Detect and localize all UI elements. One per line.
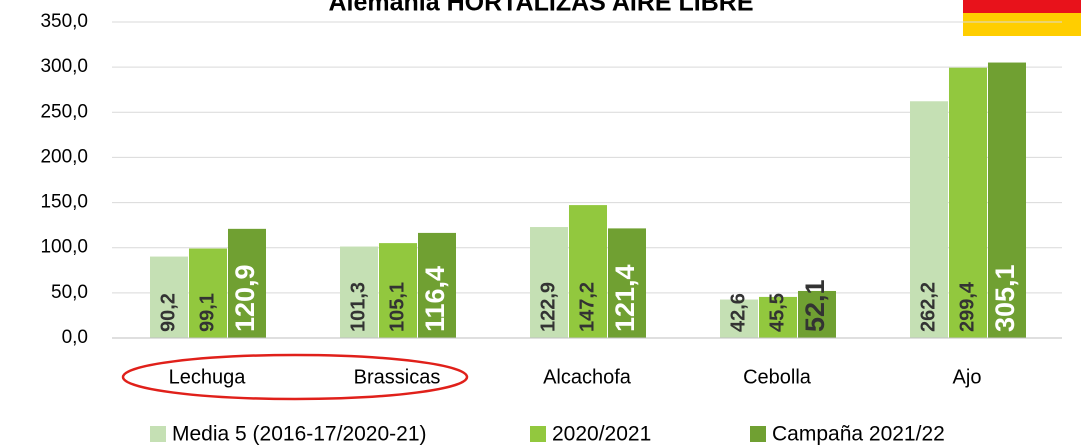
bar (798, 290, 836, 338)
value-label: 299,4 (956, 281, 978, 332)
value-label: 262,2 (917, 282, 939, 332)
y-tick-label: 50,0 (51, 282, 88, 303)
x-tick-label: Cebolla (743, 366, 812, 388)
bar (988, 62, 1026, 339)
chart-title: Alemania HORTALIZAS AIRE LIBRE (328, 0, 753, 17)
bar (379, 243, 417, 338)
value-label: 45,5 (766, 293, 788, 332)
value-label: 99,1 (196, 293, 218, 332)
y-tick-label: 0,0 (62, 327, 88, 348)
value-label: 52,1 (800, 279, 830, 332)
legend-swatch (150, 426, 166, 442)
legend-swatch (750, 426, 766, 442)
value-label: 122,9 (537, 282, 559, 332)
x-tick-label: Ajo (953, 366, 982, 388)
flag-gold (963, 13, 1081, 36)
bar (150, 256, 188, 338)
y-tick-label: 200,0 (40, 146, 88, 167)
value-label: 105,1 (386, 282, 408, 332)
value-label: 121,4 (610, 264, 640, 332)
bar (608, 228, 646, 338)
legend-label: Media 5 (2016-17/2020-21) (172, 423, 427, 445)
bar (759, 296, 797, 338)
flag-red (963, 0, 1081, 13)
bar (418, 232, 456, 338)
x-tick-label: Lechuga (169, 366, 247, 388)
value-label: 147,2 (576, 282, 598, 332)
y-tick-label: 250,0 (40, 101, 88, 122)
bar (340, 246, 378, 338)
y-tick-label: 350,0 (40, 11, 88, 32)
legend-swatch (530, 426, 546, 442)
y-tick-label: 300,0 (40, 56, 88, 77)
highlight-ellipse (121, 353, 469, 401)
bar (189, 248, 227, 338)
y-tick-label: 150,0 (40, 192, 88, 213)
value-label: 101,3 (347, 282, 369, 332)
y-tick-label: 100,0 (40, 237, 88, 258)
bar (949, 67, 987, 338)
value-label: 42,6 (727, 293, 749, 332)
bar (569, 205, 607, 338)
legend-label: Campaña 2021/22 (772, 423, 945, 445)
value-label: 116,4 (420, 266, 450, 332)
x-tick-label: Alcachofa (543, 366, 632, 388)
x-tick-label: Brassicas (354, 366, 441, 388)
bar (228, 228, 266, 338)
bar (720, 299, 758, 338)
bar (910, 101, 948, 338)
legend-label: 2020/2021 (552, 423, 651, 445)
bar (530, 227, 568, 338)
value-label: 120,9 (230, 264, 260, 332)
value-label: 305,1 (990, 264, 1020, 332)
value-label: 90,2 (157, 293, 179, 332)
